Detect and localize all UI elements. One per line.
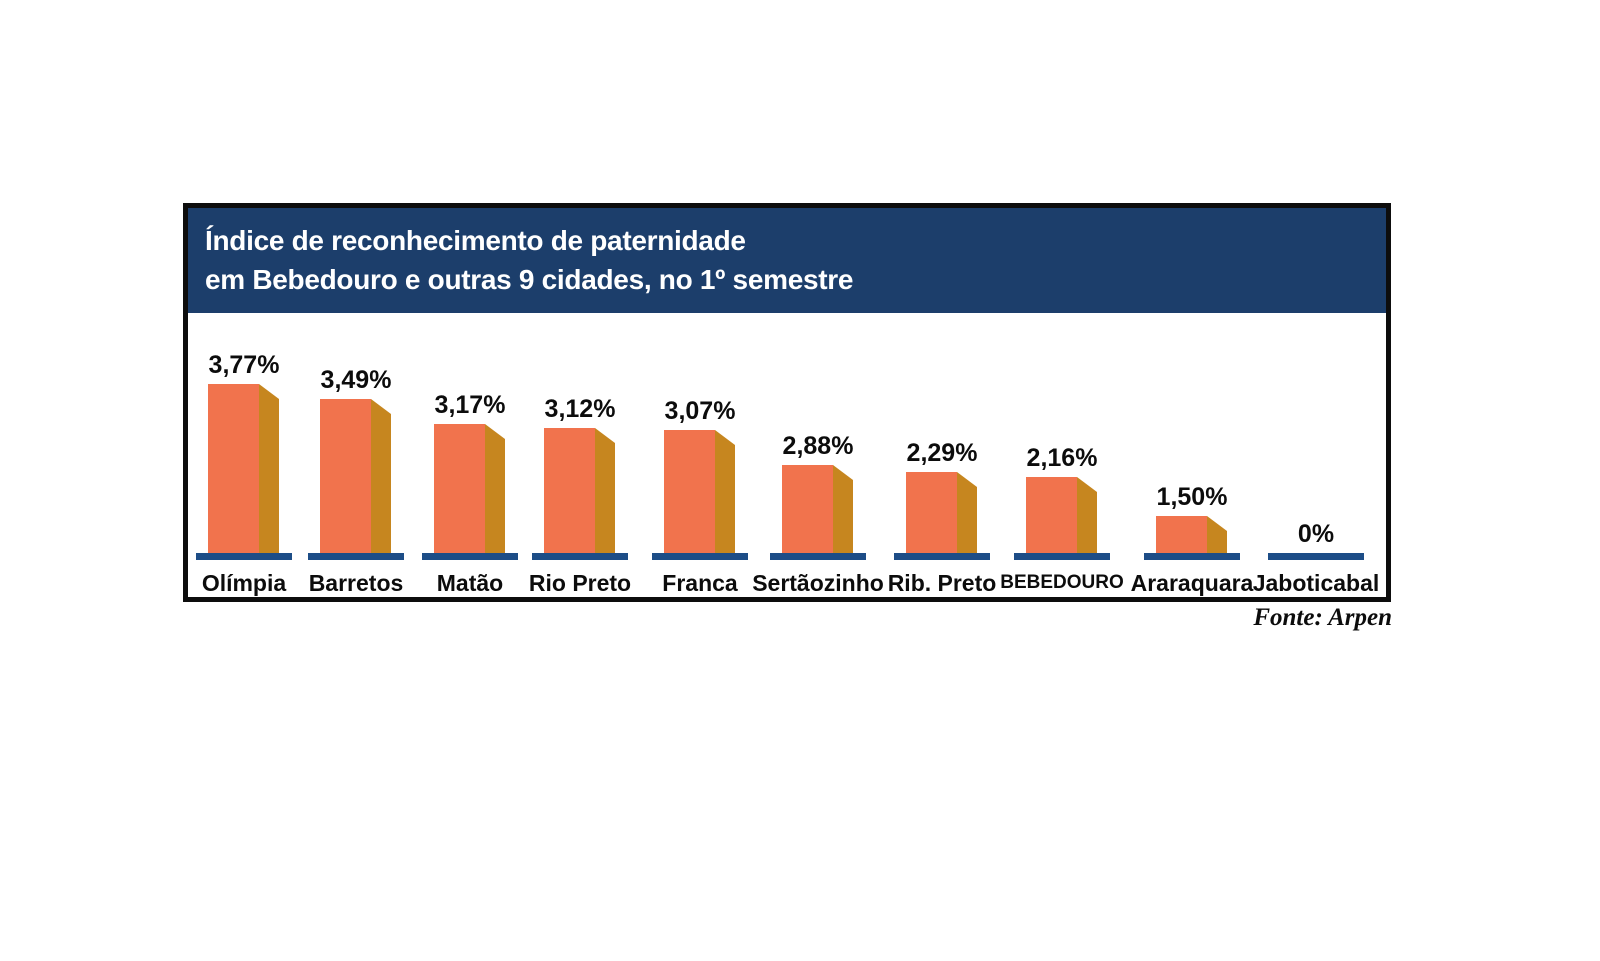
- bar-value-label: 2,16%: [1026, 444, 1098, 472]
- bar-value-label: 3,49%: [320, 366, 392, 394]
- category-label: Olímpia: [201, 570, 287, 596]
- category-label: Araraquara: [1130, 570, 1254, 596]
- bar-front-face: [544, 428, 595, 553]
- bar-side-face: [833, 465, 853, 553]
- chart-title-line1: Índice de reconhecimento de paternidade: [205, 225, 746, 256]
- baseline-strip: [652, 553, 748, 560]
- bar-value-label: 3,12%: [544, 395, 616, 423]
- bar-front-face: [320, 399, 371, 553]
- bar-front-face: [664, 430, 715, 553]
- bar-value-label: 3,07%: [664, 397, 736, 425]
- paternity-chart: Índice de reconhecimento de paternidade …: [183, 203, 1391, 602]
- bar-value-label: 1,50%: [1156, 483, 1228, 511]
- bar-side-face: [485, 424, 505, 553]
- category-label: BEBEDOURO: [1000, 572, 1124, 593]
- bar-front-face: [1026, 477, 1077, 553]
- bar-front-face: [434, 424, 485, 553]
- baseline-strip: [770, 553, 866, 560]
- baseline-strip: [422, 553, 518, 560]
- baseline-strip: [1014, 553, 1110, 560]
- bar-side-face: [259, 384, 279, 553]
- bar-value-label: 3,77%: [208, 351, 280, 379]
- baseline-strip: [1268, 553, 1364, 560]
- category-label: Sertãozinho: [752, 570, 884, 596]
- bar-side-face: [595, 428, 615, 553]
- category-label: Matão: [436, 570, 504, 596]
- category-label: Barretos: [308, 570, 404, 596]
- baseline-strip: [894, 553, 990, 560]
- bar-side-face: [715, 430, 735, 553]
- bar-front-face: [782, 465, 833, 553]
- category-label: Franca: [662, 570, 738, 596]
- bar-value-label: 2,29%: [906, 439, 978, 467]
- bar-side-face: [957, 472, 977, 553]
- bar-side-face: [1207, 516, 1227, 553]
- category-label: Rib. Preto: [887, 570, 997, 596]
- baseline-strip: [532, 553, 628, 560]
- bar-side-face: [1077, 477, 1097, 553]
- bar-front-face: [906, 472, 957, 553]
- bar-front-face: [208, 384, 259, 553]
- bar-value-label: 3,17%: [434, 391, 506, 419]
- baseline-strip: [196, 553, 292, 560]
- category-label: Rio Preto: [528, 570, 632, 596]
- bar-value-label: 2,88%: [782, 432, 854, 460]
- source-note: Fonte: Arpen: [1253, 604, 1392, 631]
- bar-side-face: [371, 399, 391, 553]
- chart-title-line2: em Bebedouro e outras 9 cidades, no 1º s…: [205, 264, 854, 295]
- plot-area: 3,77% Olímpia 3,49% Barretos 3,17% Matão 3,12%…: [188, 313, 1386, 597]
- chart-title-band: Índice de reconhecimento de paternidade …: [188, 208, 1386, 313]
- bar-value-label: 0%: [1297, 520, 1335, 548]
- baseline-strip: [308, 553, 404, 560]
- bar-front-face: [1156, 516, 1207, 553]
- baseline-strip: [1144, 553, 1240, 560]
- category-label: Jaboticabal: [1252, 570, 1380, 596]
